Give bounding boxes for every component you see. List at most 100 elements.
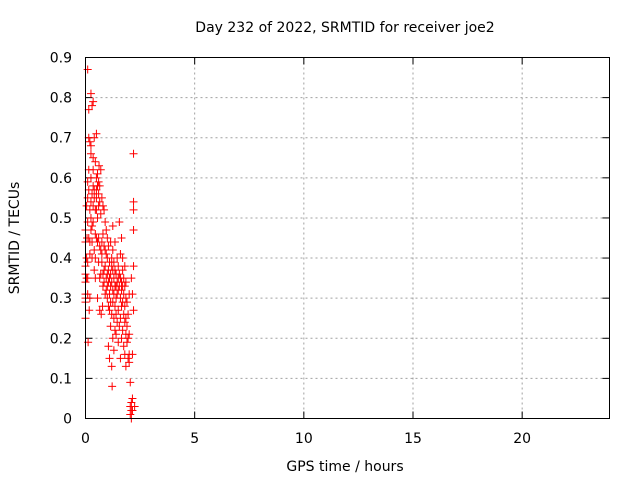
data-point: [89, 153, 98, 162]
data-point: [120, 318, 129, 327]
data-point: [121, 278, 130, 287]
data-point: [126, 378, 135, 387]
x-tick-label: 5: [190, 431, 199, 447]
data-point: [84, 234, 93, 242]
data-point: [124, 310, 133, 319]
data-point: [117, 234, 126, 242]
data-point: [91, 229, 100, 238]
x-tick-label: 10: [295, 431, 313, 447]
data-point: [121, 362, 130, 371]
x-tick-label: 20: [513, 431, 531, 447]
data-point: [110, 266, 119, 275]
data-point: [127, 398, 136, 407]
y-tick-label: 0: [63, 412, 72, 428]
y-tick-label: 0.1: [50, 371, 72, 387]
data-point: [116, 250, 125, 259]
data-point: [92, 129, 101, 138]
data-point: [97, 238, 106, 247]
data-point: [124, 334, 133, 343]
data-point: [115, 217, 124, 226]
data-point: [90, 266, 99, 275]
data-point: [110, 238, 119, 247]
data-point: [93, 213, 102, 222]
data-point: [102, 250, 111, 259]
data-point: [97, 193, 106, 202]
data-point: [89, 165, 98, 174]
data-points: [81, 65, 139, 423]
data-point: [85, 306, 94, 315]
data-point: [93, 294, 102, 303]
data-point: [92, 173, 101, 182]
data-point: [95, 181, 104, 190]
data-point: [122, 322, 131, 331]
data-point: [95, 161, 104, 170]
data-point: [92, 205, 101, 214]
data-point: [129, 225, 138, 234]
data-point: [125, 358, 134, 367]
y-tick-label: 0.7: [50, 131, 72, 147]
data-point: [118, 254, 127, 263]
data-point: [101, 217, 110, 226]
data-point: [104, 342, 113, 351]
data-point: [128, 406, 137, 415]
data-point: [119, 274, 128, 283]
data-point: [109, 258, 118, 267]
data-point: [97, 258, 106, 267]
data-point: [129, 149, 138, 158]
data-point: [95, 306, 104, 315]
data-point: [94, 177, 103, 186]
data-point: [98, 229, 107, 238]
data-point: [103, 294, 112, 303]
y-tick-label: 0.5: [50, 211, 72, 227]
data-point: [86, 141, 95, 150]
data-point: [128, 394, 137, 403]
data-point: [85, 137, 94, 146]
x-axis-label: GPS time / hours: [286, 459, 403, 475]
data-point: [117, 286, 126, 295]
data-point: [112, 310, 121, 319]
data-point: [120, 262, 129, 271]
data-point: [122, 338, 131, 347]
data-point: [125, 330, 134, 339]
grid-lines: [85, 57, 610, 419]
data-point: [108, 382, 117, 391]
data-point: [109, 346, 118, 355]
data-point: [86, 89, 95, 98]
data-point: [104, 242, 113, 251]
data-point: [97, 310, 106, 319]
data-point: [127, 274, 136, 283]
y-axis-label: SRMTID / TECUs: [7, 182, 23, 295]
data-point: [122, 298, 131, 307]
x-tick-label: 0: [81, 431, 90, 447]
data-point: [108, 298, 117, 307]
data-point: [129, 205, 138, 214]
data-point: [85, 250, 94, 259]
y-tick-label: 0.4: [50, 251, 72, 267]
data-point: [118, 266, 127, 275]
data-point: [113, 318, 122, 327]
y-tick-label: 0.9: [50, 51, 72, 67]
data-point: [98, 201, 107, 210]
data-point: [105, 306, 114, 315]
data-point: [114, 306, 123, 315]
data-point: [128, 290, 137, 299]
data-point: [119, 342, 128, 351]
data-point: [91, 157, 100, 166]
data-point: [96, 209, 105, 218]
data-point: [112, 330, 121, 339]
data-point: [116, 354, 125, 363]
data-point: [102, 225, 111, 234]
data-point: [115, 322, 124, 331]
data-point: [89, 97, 98, 106]
data-point: [118, 326, 127, 335]
data-point: [89, 217, 98, 226]
data-point: [86, 225, 95, 234]
data-point: [114, 338, 123, 347]
data-point: [129, 197, 138, 206]
data-point: [88, 221, 97, 230]
data-point: [126, 410, 135, 419]
data-point: [129, 306, 138, 315]
data-point: [106, 322, 115, 331]
